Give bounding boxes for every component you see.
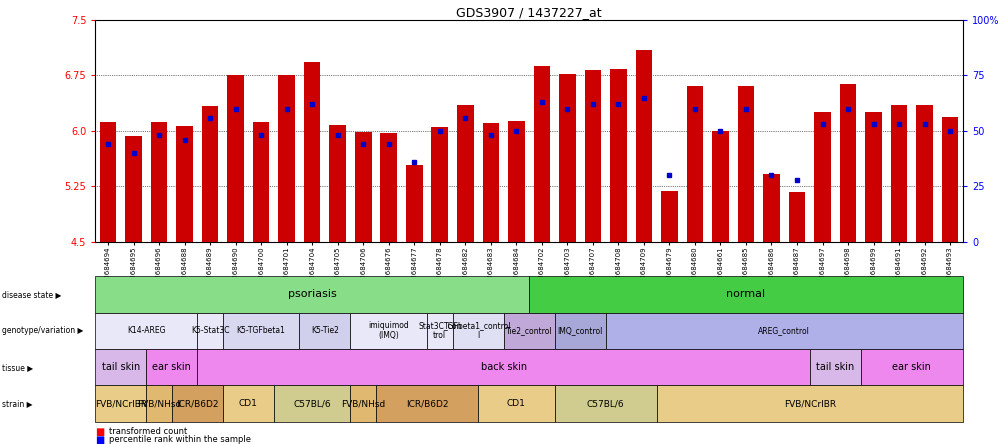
Text: ear skin: ear skin [892,362,930,372]
Bar [736,86,754,242]
Text: transformed count: transformed count [109,427,187,436]
Bar [686,86,702,242]
Text: tissue ▶: tissue ▶ [2,363,33,372]
Text: ■: ■ [95,427,104,436]
Bar [201,106,218,242]
Bar [253,122,270,242]
Text: K5-Stat3C: K5-Stat3C [190,326,229,335]
Bar [482,123,499,242]
Text: K5-Tie2: K5-Tie2 [311,326,339,335]
Text: CD1: CD1 [238,399,258,408]
Bar [150,122,167,242]
Title: GDS3907 / 1437227_at: GDS3907 / 1437227_at [456,6,601,19]
Text: FVB/NCrIBR: FVB/NCrIBR [783,399,835,408]
Text: TGFbeta1_control
l: TGFbeta1_control l [444,321,511,341]
Bar [227,75,243,242]
Bar [635,50,651,242]
Text: C57BL/6: C57BL/6 [586,399,624,408]
Text: ICR/B6D2: ICR/B6D2 [406,399,448,408]
Bar [916,105,932,242]
Text: strain ▶: strain ▶ [2,399,32,408]
Text: Stat3C_con
trol: Stat3C_con trol [418,321,461,341]
Text: back skin: back skin [480,362,526,372]
Bar [406,165,422,242]
Text: normal: normal [725,289,765,299]
Text: FVB/NHsd: FVB/NHsd [137,399,181,408]
Bar [380,133,397,242]
Bar [355,132,371,242]
Text: ICR/B6D2: ICR/B6D2 [176,399,218,408]
Text: IMQ_control: IMQ_control [557,326,602,335]
Text: K5-TGFbeta1: K5-TGFbeta1 [236,326,286,335]
Text: C57BL/6: C57BL/6 [293,399,331,408]
Bar [125,136,141,242]
Bar [814,112,830,242]
Text: genotype/variation ▶: genotype/variation ▶ [2,326,83,335]
Text: CD1: CD1 [506,399,525,408]
Bar [890,105,907,242]
Bar [609,69,626,242]
Text: percentile rank within the sample: percentile rank within the sample [109,435,252,444]
Text: ear skin: ear skin [152,362,191,372]
Text: Tie2_control: Tie2_control [505,326,552,335]
Bar [558,74,575,242]
Text: FVB/NCrIBR: FVB/NCrIBR [94,399,146,408]
Bar [176,126,192,242]
Bar [329,125,346,242]
Bar [865,112,881,242]
Text: ■: ■ [95,435,104,444]
Text: psoriasis: psoriasis [288,289,337,299]
Bar [763,174,779,242]
Text: tail skin: tail skin [101,362,140,372]
Text: AREG_control: AREG_control [758,326,810,335]
Bar [279,75,295,242]
Bar [584,70,600,242]
Bar [711,131,728,242]
Bar [788,192,805,242]
Text: FVB/NHsd: FVB/NHsd [341,399,385,408]
Text: K14-AREG: K14-AREG [127,326,165,335]
Bar [839,84,856,242]
Bar [457,105,473,242]
Bar [304,62,321,242]
Bar [508,121,524,242]
Text: tail skin: tail skin [816,362,854,372]
Bar [660,191,677,242]
Bar [431,127,448,242]
Bar [99,122,116,242]
Text: imiquimod
(IMQ): imiquimod (IMQ) [368,321,409,341]
Text: disease state ▶: disease state ▶ [2,290,61,299]
Bar [533,66,549,242]
Bar [941,117,958,242]
